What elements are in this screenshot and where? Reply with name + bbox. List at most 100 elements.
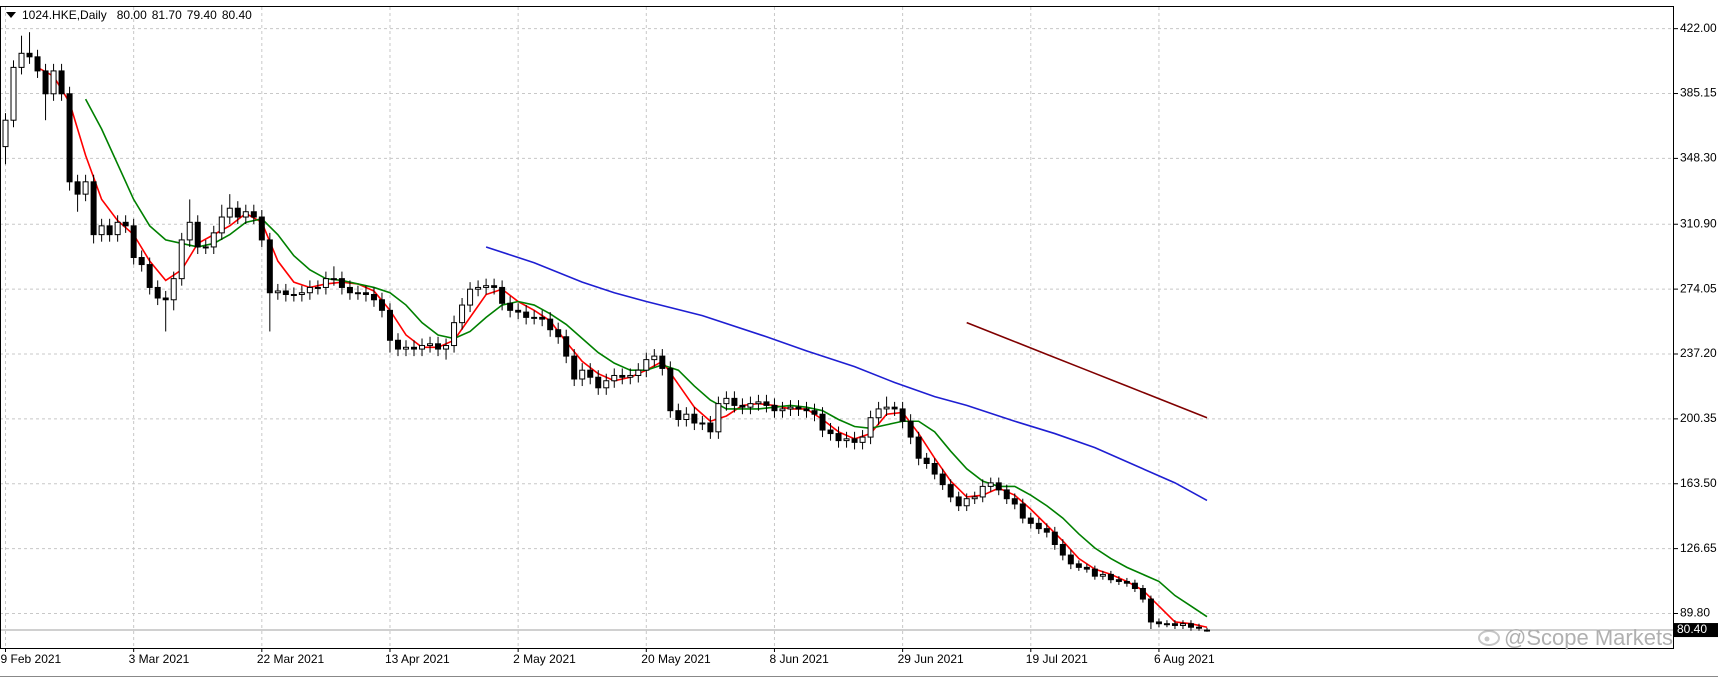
- candle-body: [338, 278, 345, 288]
- candle-body: [394, 339, 401, 350]
- current-price-box: [1674, 623, 1718, 638]
- candle-body: [58, 70, 65, 95]
- candle-body: [699, 422, 706, 425]
- candle-body: [1139, 587, 1146, 600]
- candle-body: [403, 346, 409, 350]
- header-high: 81.70: [152, 8, 182, 22]
- candle-body: [322, 278, 329, 288]
- candle-body: [723, 397, 730, 405]
- candle-body: [1155, 621, 1162, 625]
- candle-body: [26, 52, 33, 58]
- candles: [2, 32, 1210, 632]
- candle-body: [1204, 629, 1210, 632]
- header-low: 79.40: [187, 8, 217, 22]
- moving-average-line: [485, 246, 1208, 502]
- candle-body: [1171, 623, 1178, 626]
- watermark-icon: [1478, 630, 1500, 646]
- candle-body: [763, 401, 770, 406]
- candle-body: [411, 346, 418, 350]
- candle-body: [154, 286, 161, 299]
- candle-body: [515, 309, 522, 313]
- candle-body: [258, 216, 265, 241]
- candle-body: [739, 404, 746, 408]
- candle-body: [891, 406, 898, 410]
- y-tick-label: 200.35: [1680, 411, 1717, 425]
- candle-body: [1083, 566, 1090, 570]
- candle-body: [362, 292, 369, 295]
- candle-body: [635, 369, 642, 376]
- candle-body: [547, 318, 554, 331]
- candle-body: [1003, 489, 1010, 500]
- candle-body: [499, 286, 506, 304]
- candle-body: [483, 285, 490, 288]
- candle-body: [979, 485, 986, 498]
- candle-body: [130, 225, 137, 259]
- candle-body: [467, 288, 474, 306]
- price-axis: 89.80 126.65 163.50 200.35 237.20 274.05 310.9…: [1, 21, 1718, 666]
- candle-body: [218, 216, 225, 234]
- y-tick-label: 310.90: [1680, 216, 1717, 230]
- y-tick-label: 422.00: [1680, 21, 1717, 35]
- candle-body: [587, 369, 594, 378]
- candle-body: [42, 70, 49, 95]
- candle-body: [771, 404, 778, 412]
- candle-body: [378, 299, 385, 311]
- candle-body: [419, 345, 426, 350]
- candle-body: [851, 438, 858, 443]
- candle-body: [627, 374, 634, 378]
- candle-body: [330, 278, 337, 281]
- candle-body: [106, 225, 113, 236]
- candle-body: [18, 52, 25, 68]
- candle-body: [899, 408, 906, 422]
- candle-body: [747, 403, 754, 408]
- x-tick-label: 9 Feb 2021: [1, 652, 62, 666]
- candle-body: [811, 410, 818, 415]
- candle-body: [443, 345, 450, 350]
- candle-body: [274, 290, 281, 294]
- candle-body: [1195, 626, 1202, 629]
- candle-body: [186, 221, 193, 241]
- candle-body: [963, 498, 970, 507]
- candle-body: [579, 369, 586, 380]
- candle-body: [1075, 563, 1082, 568]
- candle-body: [1051, 531, 1058, 545]
- candle-body: [523, 311, 530, 318]
- x-tick-label: 6 Aug 2021: [1154, 652, 1215, 666]
- candle-body: [170, 278, 177, 301]
- candle-body: [10, 66, 17, 121]
- candle-body: [162, 297, 169, 301]
- candle-body: [539, 316, 546, 320]
- candle-body: [82, 181, 89, 195]
- candle-body: [282, 290, 289, 295]
- candle-body: [915, 436, 922, 459]
- candle-body: [1115, 579, 1122, 582]
- symbol-menu-arrow[interactable]: [6, 12, 16, 18]
- candle-body: [683, 413, 690, 420]
- candle-body: [787, 406, 794, 410]
- candle-body: [226, 207, 233, 218]
- candle-body: [595, 376, 602, 389]
- candle-body: [603, 380, 610, 389]
- candle-body: [1163, 623, 1170, 626]
- candle-body: [955, 496, 962, 507]
- x-tick-label: 20 May 2021: [641, 652, 711, 666]
- candle-body: [34, 56, 41, 72]
- candle-body: [875, 408, 882, 419]
- candle-body: [947, 484, 954, 498]
- candle-body: [843, 438, 850, 442]
- candle-body: [370, 293, 377, 301]
- x-tick-label: 22 Mar 2021: [257, 652, 325, 666]
- plot-frame: [0, 6, 1674, 649]
- candle-body: [314, 286, 321, 289]
- candle-body: [667, 367, 674, 412]
- candle-body: [571, 355, 578, 380]
- candle-body: [755, 401, 762, 405]
- candle-body: [242, 211, 249, 218]
- candle-body: [555, 329, 562, 338]
- candle-body: [1059, 543, 1066, 556]
- candle-body: [114, 221, 121, 236]
- current-price-label: 80.40: [1677, 622, 1707, 636]
- candle-body: [1067, 554, 1074, 565]
- y-tick-label: 274.05: [1680, 281, 1717, 295]
